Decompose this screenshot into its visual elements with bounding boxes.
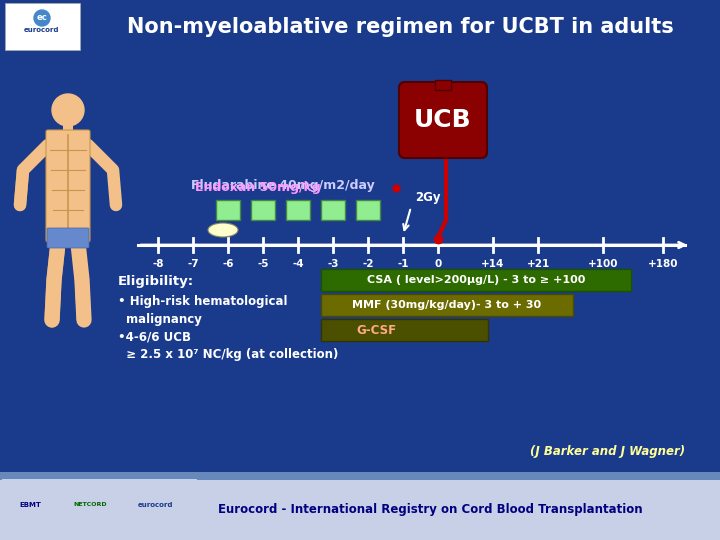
Ellipse shape [208,223,238,237]
Text: Fludarabine 40mg/m2/day: Fludarabine 40mg/m2/day [191,179,375,192]
Text: ec: ec [37,14,48,23]
Text: Endoxan 50mg/kg: Endoxan 50mg/kg [195,180,321,193]
FancyBboxPatch shape [46,130,90,242]
Text: 0: 0 [434,259,441,269]
Text: -7: -7 [187,259,199,269]
Text: Non-myeloablative regimen for UCBT in adults: Non-myeloablative regimen for UCBT in ad… [127,17,673,37]
Text: malignancy: malignancy [126,313,202,326]
Text: UCB: UCB [414,108,472,132]
Bar [321,269,631,291]
FancyBboxPatch shape [399,82,487,158]
Text: MMF (30mg/kg/day)- 3 to + 30: MMF (30mg/kg/day)- 3 to + 30 [352,300,541,310]
Text: +100: +100 [588,259,618,269]
Bar [63,124,73,132]
Circle shape [52,94,84,126]
Bar [216,200,240,220]
Bar [356,200,380,220]
Text: Eligibility:: Eligibility: [118,275,194,288]
Text: • High-risk hematological: • High-risk hematological [118,295,287,308]
Bar [0,472,720,480]
Text: +180: +180 [648,259,678,269]
Text: NETCORD: NETCORD [73,503,107,508]
Text: Eurocord - International Registry on Cord Blood Transplantation: Eurocord - International Registry on Cor… [217,503,642,516]
Text: •4-6/6 UCB: •4-6/6 UCB [118,330,191,343]
Text: -2: -2 [362,259,374,269]
FancyBboxPatch shape [47,228,89,248]
Text: G-CSF: G-CSF [356,323,396,336]
Bar [5,3,80,50]
Bar [435,80,451,90]
Bar [2,479,197,537]
Bar [286,200,310,220]
Text: +21: +21 [526,259,549,269]
Bar [251,200,275,220]
Text: -5: -5 [257,259,269,269]
Bar [321,200,345,220]
Text: -1: -1 [397,259,409,269]
Text: -6: -6 [222,259,234,269]
Text: (J Barker and J Wagner): (J Barker and J Wagner) [530,446,685,458]
Bar [321,319,488,341]
Text: ≥ 2.5 x 10⁷ NC/kg (at collection): ≥ 2.5 x 10⁷ NC/kg (at collection) [118,348,338,361]
Text: CSA ( level>200μg/L) - 3 to ≥ +100: CSA ( level>200μg/L) - 3 to ≥ +100 [366,275,585,285]
Circle shape [34,10,50,26]
Text: +14: +14 [481,259,505,269]
Text: EBMT: EBMT [19,502,41,508]
Bar [321,294,573,316]
Text: eurocord: eurocord [24,27,60,33]
Text: -8: -8 [152,259,163,269]
Text: eurocord: eurocord [138,502,173,508]
Bar [0,472,720,540]
Text: 2Gy: 2Gy [415,191,441,204]
Text: -3: -3 [328,259,338,269]
Text: -4: -4 [292,259,304,269]
